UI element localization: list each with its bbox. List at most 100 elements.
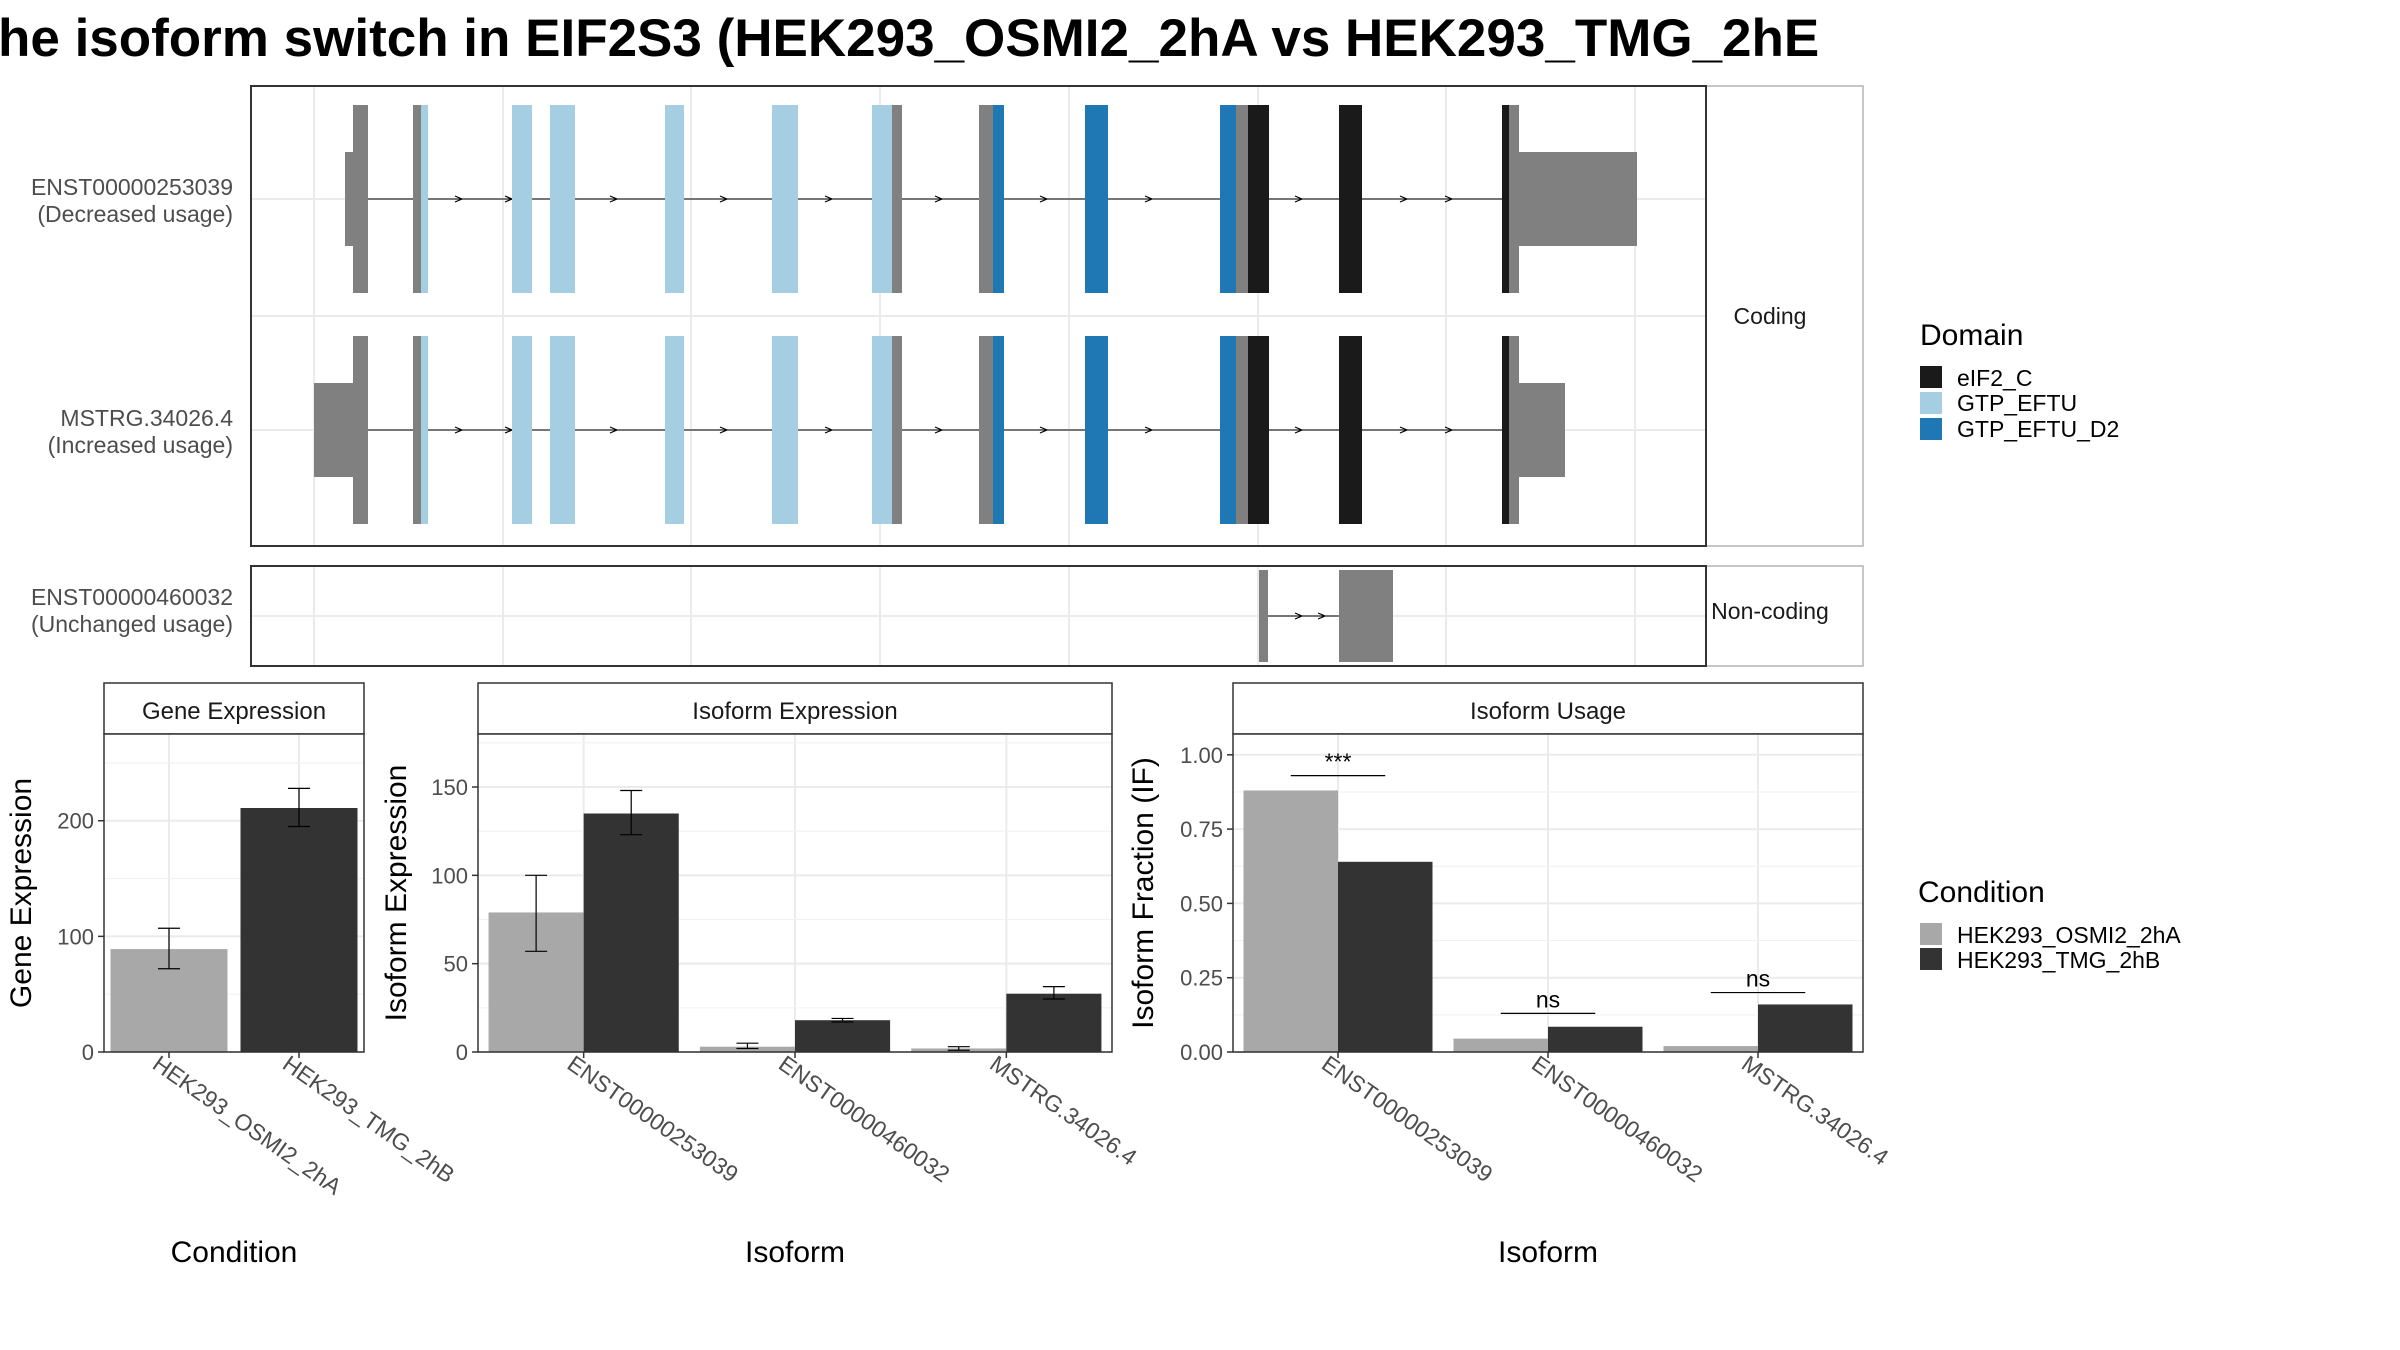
isoform-usage-bar: [1243, 790, 1338, 1052]
transcript-label-1-status: (Decreased usage): [37, 201, 233, 227]
isoform-expression-bar: [583, 813, 679, 1052]
tx2-exon: [1502, 336, 1509, 524]
legend-label-gtp-eftu-d2: GTP_EFTU_D2: [1957, 416, 2119, 442]
gene-expression-bar: [240, 808, 358, 1052]
tx2-direction-arrow: [1294, 426, 1304, 434]
isoform-usage-x-tick-label: ENST00000253039: [1317, 1050, 1497, 1187]
gene-expression-y-tick-label: 200: [57, 809, 94, 834]
tx1-exon: [550, 105, 575, 293]
legend-label-cond-a: HEK293_OSMI2_2hA: [1957, 922, 2181, 948]
tx2-exon: [993, 336, 1004, 524]
isoform-usage-significance-label: ns: [1746, 966, 1770, 992]
isoform-expression-strip: [477, 682, 1113, 735]
tx2-exon: [421, 336, 428, 524]
tx2-exon: [353, 336, 368, 524]
transcript-label-2-id: MSTRG.34026.4: [60, 405, 233, 431]
isoform-usage-bar: [1453, 1038, 1548, 1052]
isoform-usage-x-axis-title: Isoform: [1498, 1236, 1598, 1269]
isoform-expression-x-tick-label: MSTRG.34026.4: [985, 1050, 1141, 1170]
tx1-exon: [1220, 105, 1236, 293]
tx1-exon: [1248, 105, 1269, 293]
tx2-exon: [1248, 336, 1269, 524]
tx1-direction-arrow: [824, 195, 834, 203]
tx2-utr-3: [1519, 383, 1565, 477]
tx2-exon: [979, 336, 993, 524]
tx1-direction-arrow: [1399, 195, 1409, 203]
transcript-label-2-status: (Increased usage): [48, 432, 233, 458]
legend-domain-title: Domain: [1920, 319, 2023, 352]
tx1-exon: [1509, 105, 1519, 293]
legend-swatch-eif2c: [1920, 366, 1942, 388]
isoform-usage-bar: [1663, 1046, 1758, 1052]
isoform-expression-error-bar: [525, 874, 548, 952]
isoform-expression-error-bar: [831, 1017, 854, 1023]
legend-label-eif2c: eIF2_C: [1957, 365, 2032, 391]
isoform-expression-error-bar: [736, 1042, 759, 1050]
tx1-exon: [413, 105, 421, 293]
isoform-expression-y-tick-label: 100: [431, 863, 468, 888]
tx2-exon: [1236, 336, 1248, 524]
isoform-usage-y-tick-label: 0.75: [1180, 817, 1223, 842]
panel-border: [250, 565, 1707, 667]
tx2-exon: [665, 336, 684, 524]
isoform-usage-strip-title: Isoform Usage: [1470, 698, 1626, 725]
isoform-expression-panel: Isoform Expression 0 50 100 150 ENST000002530…: [380, 682, 1142, 1269]
tx3-direction-arrow: [1317, 612, 1327, 620]
transcript-label-1-id: ENST00000253039: [31, 174, 233, 200]
isoform-expression-bar: [795, 1020, 891, 1052]
tx2-direction-arrow: [934, 426, 944, 434]
transcript-label-3-id: ENST00000460032: [31, 584, 233, 610]
tx2-direction-arrow: [1144, 426, 1154, 434]
legend-swatch-gtp-eftu-d2: [1920, 418, 1942, 440]
transcript-label-3-status: (Unchanged usage): [31, 611, 233, 637]
strip-coding: [1705, 85, 1864, 547]
isoform-expression-x-tick-label: ENST00000253039: [563, 1050, 743, 1187]
tx1-exon: [1502, 105, 1509, 293]
tx2-exon: [550, 336, 575, 524]
isoform-expression-strip-title: Isoform Expression: [692, 698, 897, 725]
gene-expression-panel: Gene Expression0100200HEK293_OSMI2_2hAHE…: [5, 682, 460, 1269]
isoform-expression-bar: [699, 1046, 795, 1052]
isoform-usage-bar: [1548, 1026, 1643, 1052]
legend-swatch-cond-b: [1920, 948, 1942, 970]
legend-label-cond-b: HEK293_TMG_2hB: [1957, 947, 2160, 973]
tx1-exon: [1339, 105, 1362, 293]
isoform-usage-x-tick-label: ENST00000460032: [1527, 1050, 1707, 1187]
legend-swatch-gtp-eftu: [1920, 392, 1942, 414]
isoform-usage-panel: Isoform Usage 0.00 0.25 0.50 0.75 1.00 *** ns ns…: [1127, 682, 1894, 1269]
tx1-exon: [1085, 105, 1108, 293]
isoform-usage-significance-label: ns: [1536, 986, 1560, 1012]
isoform-usage-x-tick-label: MSTRG.34026.4: [1737, 1050, 1893, 1170]
isoform-expression-y-tick-label: 0: [456, 1040, 468, 1065]
tx2-direction-arrow: [1444, 426, 1454, 434]
tx1-exon: [892, 105, 902, 293]
tx1-direction-arrow: [609, 195, 619, 203]
tx2-exon: [892, 336, 902, 524]
tx1-exon: [512, 105, 532, 293]
tx2-direction-arrow: [719, 426, 729, 434]
gene-expression-strip: [103, 682, 365, 735]
tx1-exon: [979, 105, 993, 293]
tx2-exon: [1220, 336, 1236, 524]
isoform-expression-y-tick-label: 50: [444, 952, 468, 977]
isoform-expression-error-bar: [1042, 986, 1065, 1000]
tx1-exon: [665, 105, 684, 293]
tx1-exon: [421, 105, 428, 293]
tx1-exon: [872, 105, 892, 293]
isoform-expression-bar: [1006, 993, 1102, 1052]
isoform-usage-y-tick-label: 0.00: [1180, 1040, 1223, 1065]
isoform-usage-y-axis-title: Isoform Fraction (IF): [1127, 757, 1160, 1029]
isoform-expression-error-bar: [620, 789, 643, 836]
legend-swatch-cond-a: [1920, 923, 1942, 945]
tx1-direction-arrow: [1444, 195, 1454, 203]
transcript-panel-coding: [250, 85, 1864, 547]
gene-expression-y-tick-label: 100: [57, 924, 94, 949]
transcript-panel-noncoding: [250, 565, 1864, 667]
tx3-direction-arrow: [1294, 612, 1304, 620]
gene-expression-x-axis-title: Condition: [171, 1236, 298, 1269]
tx1-direction-arrow: [1144, 195, 1154, 203]
tx1-exon: [1236, 105, 1248, 293]
isoform-expression-x-tick-label: ENST00000460032: [774, 1050, 954, 1187]
panel-border: [250, 85, 1707, 547]
